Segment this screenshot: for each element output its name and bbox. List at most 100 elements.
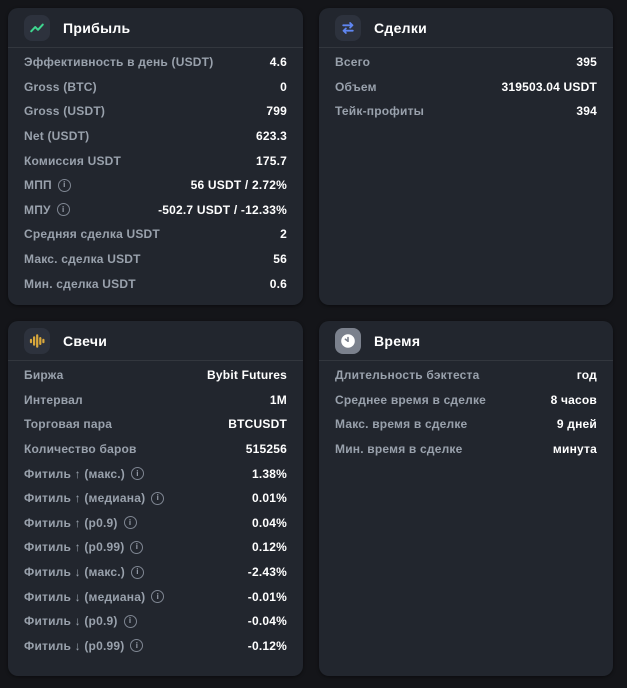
stat-value: 8 часов (550, 392, 597, 407)
stat-value: 0.04% (251, 515, 287, 530)
stat-row: Среднее время в сделке 8 часов (335, 388, 597, 413)
info-icon[interactable] (151, 491, 165, 505)
stat-row: Комиссия USDT 175.7 (24, 148, 287, 173)
card-rows: Длительность бэктеста год Среднее время в … (319, 361, 613, 465)
stat-row: Торговая пара BTCUSDT (24, 412, 287, 437)
stat-label-text: Биржа (24, 368, 64, 383)
card-time-header: Время (319, 321, 613, 361)
card-time: Время Длительность бэктеста год Среднее вр… (319, 321, 613, 676)
stat-row: МПП 56 USDT / 2.72% (24, 173, 287, 198)
candles-icon (24, 327, 50, 354)
stat-value: 175.7 (255, 153, 287, 168)
card-title: Время (374, 332, 421, 349)
stat-label-text: Gross (USDT) (24, 104, 106, 119)
card-title: Прибыль (63, 19, 131, 36)
info-icon[interactable] (130, 565, 144, 579)
stat-row: Gross (USDT) 799 (24, 99, 287, 124)
stat-value: 0.01% (251, 491, 287, 506)
stat-row: Фитиль ↑ (p0.99) 0.12% (24, 535, 287, 560)
stat-value: -502.7 USDT / -12.33% (158, 202, 287, 217)
stat-label-text: Средняя сделка USDT (24, 227, 160, 242)
stat-label: Макс. сделка USDT (24, 252, 141, 266)
stat-label: Макс. время в сделке (335, 417, 467, 431)
info-icon[interactable] (151, 590, 165, 604)
stat-row: Средняя сделка USDT 2 (24, 222, 287, 247)
stat-label: Интервал (24, 393, 83, 407)
stat-label-text: Торговая пара (24, 417, 113, 432)
stat-value: -0.01% (247, 589, 287, 604)
stat-value: Bybit Futures (207, 368, 287, 383)
stat-label: Объем (335, 80, 377, 94)
stat-label-text: Фитиль ↓ (p0.9) (24, 614, 118, 629)
stat-label: Длительность бэктеста (335, 368, 480, 382)
stat-label: Биржа (24, 368, 64, 382)
stat-row: Макс. время в сделке 9 дней (335, 412, 597, 437)
stat-row: Фитиль ↓ (макс.) -2.43% (24, 560, 287, 585)
stat-label-text: Интервал (24, 392, 83, 407)
swap-arrows-icon (335, 14, 361, 41)
card-title: Свечи (63, 332, 108, 349)
clock-icon (335, 327, 361, 354)
info-icon[interactable] (130, 639, 144, 653)
stat-label-text: МПУ (24, 202, 51, 217)
info-icon[interactable] (123, 516, 137, 530)
stat-row: Фитиль ↑ (макс.) 1.38% (24, 461, 287, 486)
stat-value: 623.3 (255, 129, 287, 144)
stat-label-text: Объем (335, 79, 377, 94)
info-icon[interactable] (56, 203, 70, 217)
stat-label-text: Среднее время в сделке (335, 392, 487, 407)
stat-row: Фитиль ↑ (медиана) 0.01% (24, 486, 287, 511)
stat-label: Net (USDT) (24, 129, 89, 143)
info-icon[interactable] (57, 178, 71, 192)
stat-row: Тейк-профиты 394 (335, 99, 597, 124)
stat-value: год (576, 368, 597, 383)
stat-label-text: Фитиль ↑ (медиана) (24, 491, 146, 506)
stat-label-text: Net (USDT) (24, 129, 90, 144)
stat-row: Эффективность в день (USDT) 4.6 (24, 50, 287, 75)
stat-label-text: Фитиль ↓ (макс.) (24, 565, 125, 580)
stat-label-text: Мин. время в сделке (335, 442, 463, 457)
stat-label: Фитиль ↑ (p0.9) (24, 516, 137, 530)
card-rows: Биржа Bybit Futures Интервал 1M Торговая пар… (8, 361, 303, 662)
stat-label: Торговая пара (24, 417, 112, 431)
stat-row: Net (USDT) 623.3 (24, 124, 287, 149)
stat-label-text: Макс. время в сделке (335, 417, 468, 432)
info-icon[interactable] (130, 540, 144, 554)
stat-label-text: Фитиль ↓ (медиана) (24, 589, 146, 604)
stat-value: 4.6 (269, 55, 287, 70)
stat-label: Мин. сделка USDT (24, 277, 136, 291)
stat-label-text: Фитиль ↑ (макс.) (24, 466, 125, 481)
card-profit-header: Прибыль (8, 8, 303, 48)
stat-label-text: Тейк-профиты (335, 104, 425, 119)
stat-label-text: Фитиль ↓ (p0.99) (24, 638, 125, 653)
stat-value: BTCUSDT (228, 417, 287, 432)
stat-label: Фитиль ↓ (p0.99) (24, 638, 144, 653)
stat-label: Фитиль ↑ (медиана) (24, 491, 165, 506)
info-icon[interactable] (130, 467, 144, 481)
card-title: Сделки (374, 19, 428, 36)
stat-label-text: Фитиль ↑ (p0.99) (24, 540, 125, 555)
stat-label: Фитиль ↓ (макс.) (24, 565, 144, 579)
stat-label: Комиссия USDT (24, 154, 121, 168)
stat-label: Фитиль ↑ (макс.) (24, 467, 144, 481)
stat-label-text: Всего (335, 55, 371, 70)
stat-label: Тейк-профиты (335, 104, 424, 118)
stat-value: 1M (269, 392, 287, 407)
stat-label: Фитиль ↑ (p0.99) (24, 540, 144, 555)
stat-label-text: Мин. сделка USDT (24, 276, 136, 291)
stat-value: минута (552, 442, 597, 457)
stat-label-text: Количество баров (24, 442, 137, 457)
trend-line-icon (24, 14, 50, 41)
stat-row: МПУ -502.7 USDT / -12.33% (24, 198, 287, 223)
stat-label-text: Эффективность в день (USDT) (24, 55, 214, 70)
stat-value: 0.12% (251, 540, 287, 555)
stat-value: 1.38% (251, 466, 287, 481)
stat-value: 515256 (245, 442, 287, 457)
stat-label-text: Gross (BTC) (24, 79, 97, 94)
info-icon[interactable] (123, 614, 137, 628)
stat-value: 9 дней (556, 417, 597, 432)
stat-value: 0 (280, 79, 287, 94)
stat-row: Длительность бэктеста год (335, 363, 597, 388)
stat-value: 56 (273, 252, 287, 267)
